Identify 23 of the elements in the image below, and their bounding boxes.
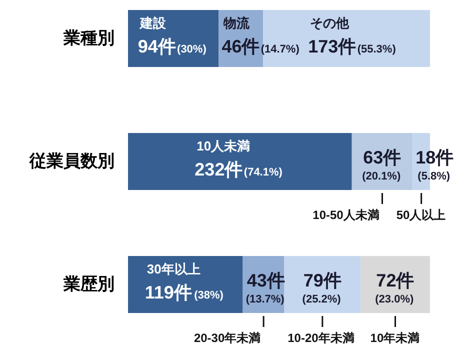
data-label: 79件(25.2%)	[302, 270, 342, 306]
series-label: 30年以上	[146, 262, 200, 276]
y-tick-label: 業種別	[62, 28, 114, 48]
series-label: その他	[310, 16, 350, 30]
data-label: 46件(14.7%)	[222, 36, 300, 56]
series-label: 10-50人未満	[312, 208, 380, 222]
y-tick-label: 業歴別	[62, 274, 114, 294]
y-tick-label: 従業員数別	[28, 152, 114, 170]
data-label: 43件(13.7%)	[246, 270, 285, 306]
series-label: 10年未満	[370, 331, 420, 345]
data-label: 119件(38%)	[144, 282, 224, 302]
data-label: 18件(5.8%)	[416, 148, 454, 182]
data-label: 173件(55.3%)	[308, 36, 396, 56]
data-label: 63件(20.1%)	[362, 148, 402, 182]
data-label: 94件(30%)	[138, 36, 207, 56]
series-label: 建設	[138, 16, 167, 30]
series-label: 50人以上	[396, 208, 446, 222]
data-label: 72件(23.0%)	[375, 270, 414, 306]
data-label: 232件(74.1%)	[194, 160, 283, 180]
series-label: 物流	[222, 16, 251, 30]
series-label: 20-30年未満	[194, 331, 261, 345]
series-label: 10-20年未満	[288, 331, 354, 345]
series-label: 10人未満	[196, 138, 250, 154]
